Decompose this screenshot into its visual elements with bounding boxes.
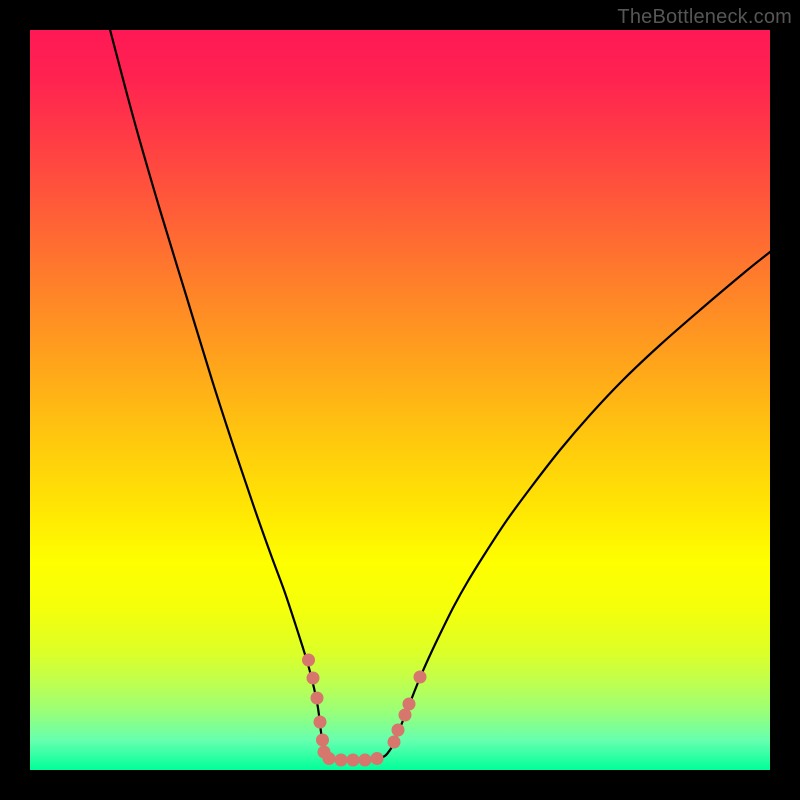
marker-dot	[388, 736, 401, 749]
marker-dot	[316, 734, 329, 747]
marker-dot	[311, 692, 324, 705]
marker-dot	[314, 716, 327, 729]
marker-dot	[302, 654, 315, 667]
chart-svg	[30, 30, 770, 770]
watermark-text: TheBottleneck.com	[617, 6, 792, 29]
marker-group	[302, 654, 427, 767]
marker-dot	[335, 754, 348, 767]
marker-dot	[323, 752, 336, 765]
marker-dot	[371, 752, 384, 765]
marker-dot	[414, 671, 427, 684]
plot-frame	[30, 30, 770, 770]
marker-dot	[347, 754, 360, 767]
main-curve	[108, 30, 770, 760]
marker-dot	[307, 672, 320, 685]
marker-dot	[392, 724, 405, 737]
marker-dot	[403, 698, 416, 711]
marker-dot	[359, 754, 372, 767]
